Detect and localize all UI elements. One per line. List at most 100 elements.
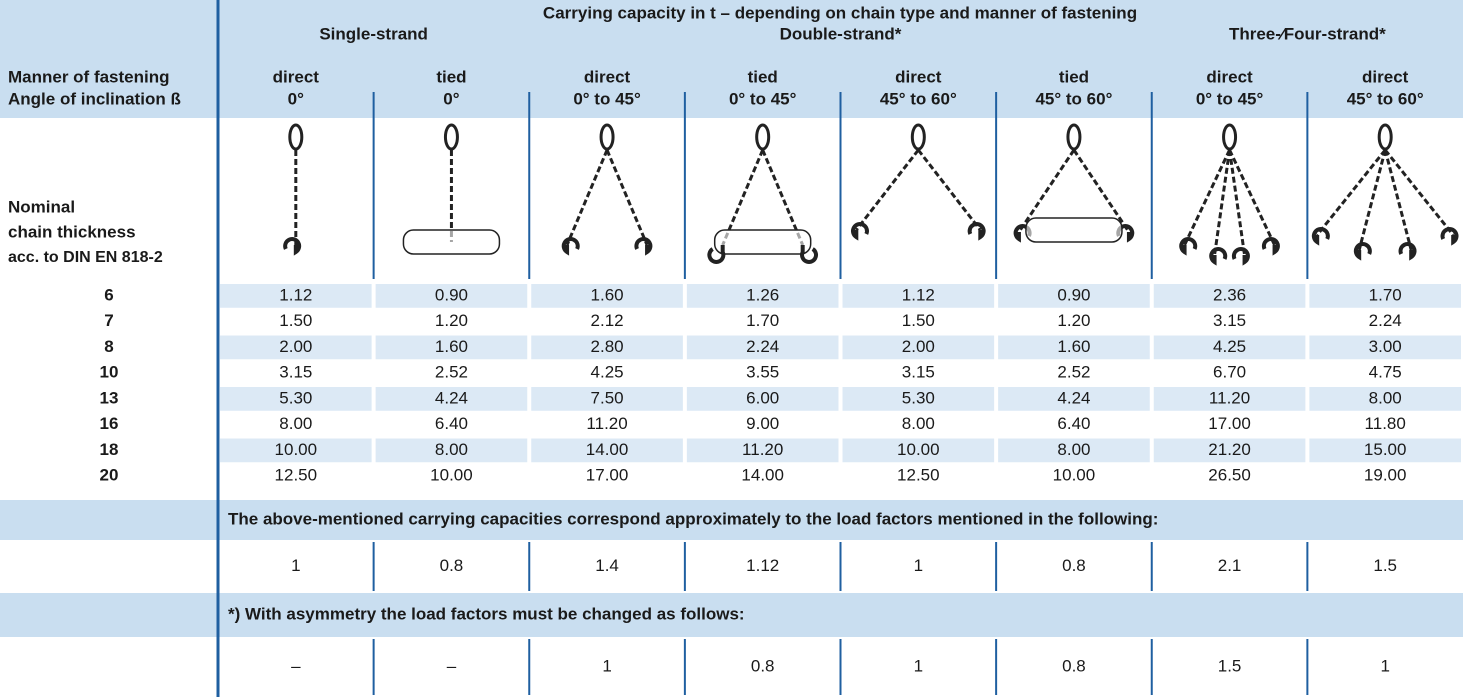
column-type: direct	[273, 67, 320, 86]
cell-value: 14.00	[741, 466, 784, 485]
cell-value: 11.20	[742, 440, 783, 459]
thickness-label: acc. to DIN EN 818-2	[8, 249, 163, 266]
load-bar	[1026, 218, 1122, 242]
column-type: tied	[436, 67, 466, 86]
hook	[1264, 239, 1278, 252]
cell-value: 3.15	[279, 363, 312, 382]
cell-value: 4.25	[1213, 337, 1246, 356]
load-factor: 1	[291, 556, 300, 575]
row-size: 10	[100, 363, 119, 382]
chain-link	[757, 125, 769, 149]
thickness-label: Nominal	[8, 197, 75, 216]
hook	[1181, 239, 1195, 252]
cell-value: 10.00	[275, 440, 318, 459]
chain-link	[445, 125, 457, 149]
chain-leg	[918, 150, 980, 230]
cell-value: 6.70	[1213, 363, 1246, 382]
cell-value: 0.90	[435, 285, 468, 304]
hook	[285, 239, 299, 252]
hook	[564, 239, 578, 252]
cell-value: 2.80	[591, 337, 624, 356]
cell-value: 9.00	[746, 414, 779, 433]
cell-value: 6.00	[746, 388, 779, 407]
cell-value: 11.80	[1365, 414, 1406, 433]
hook	[1234, 249, 1248, 262]
cell-value: 4.24	[1057, 388, 1090, 407]
cell-value: 1.70	[1369, 285, 1402, 304]
hook	[636, 239, 650, 252]
column-type: tied	[748, 67, 778, 86]
cell-value: 10.00	[1053, 466, 1096, 485]
cell-value: 0.90	[1057, 285, 1090, 304]
row-label: Angle of inclination ß	[8, 89, 181, 108]
load-bar	[715, 230, 811, 254]
column-type: tied	[1059, 67, 1089, 86]
cell-value: 1.20	[1057, 311, 1090, 330]
chain-link	[1379, 125, 1391, 149]
hook	[853, 224, 867, 237]
cell-value: 2.24	[746, 337, 779, 356]
column-angle: 0° to 45°	[573, 89, 641, 108]
row-size: 20	[100, 466, 119, 485]
row-label: Manner of fastening	[8, 67, 170, 86]
cell-value: 1.60	[591, 285, 624, 304]
column-angle: 45° to 60°	[1035, 89, 1112, 108]
cell-value: 1.70	[746, 311, 779, 330]
cell-value: 2.00	[279, 337, 312, 356]
cell-value: 1.12	[902, 285, 935, 304]
row-size: 7	[104, 311, 113, 330]
chain-leg	[856, 150, 918, 230]
chain-leg	[567, 150, 607, 245]
load-factor: –	[447, 656, 457, 675]
cell-value: 10.00	[897, 440, 940, 459]
load-factor: 2.1	[1218, 556, 1242, 575]
group-heading: Single-strand	[319, 24, 428, 43]
cell-value: 21.20	[1208, 440, 1251, 459]
cell-value: 1.26	[746, 285, 779, 304]
row-size: 6	[104, 285, 113, 304]
chain-leg	[607, 150, 647, 245]
cell-value: 2.24	[1369, 311, 1402, 330]
cell-value: 5.30	[279, 388, 312, 407]
load-factor: 1	[914, 556, 923, 575]
note-text: *) With asymmetry the load factors must …	[228, 604, 745, 623]
cell-value: 3.00	[1369, 337, 1402, 356]
cell-value: 6.40	[1057, 414, 1090, 433]
cell-value: 8.00	[1057, 440, 1090, 459]
cell-value: 8.00	[1369, 388, 1402, 407]
cell-value: 2.00	[902, 337, 935, 356]
cell-value: 2.12	[591, 311, 624, 330]
group-heading: Three-⁄Four-strand*	[1229, 24, 1386, 43]
cell-value: 1.50	[279, 311, 312, 330]
load-factor: 0.8	[1062, 556, 1086, 575]
load-bar	[403, 230, 499, 254]
cell-value: 15.00	[1364, 440, 1407, 459]
row-size: 8	[104, 337, 113, 356]
column-angle: 45° to 60°	[1347, 89, 1424, 108]
cell-value: 5.30	[902, 388, 935, 407]
cell-value: 17.00	[1208, 414, 1251, 433]
cell-value: 1.50	[902, 311, 935, 330]
capacity-table: Carrying capacity in t – depending on ch…	[0, 0, 1463, 697]
column-type: direct	[895, 67, 942, 86]
cell-value: 1.12	[279, 285, 312, 304]
cell-value: 7.50	[591, 388, 624, 407]
cell-value: 1.20	[435, 311, 468, 330]
column-type: direct	[584, 67, 631, 86]
load-factor: –	[291, 656, 301, 675]
chain-leg	[1215, 150, 1230, 255]
cell-value: 2.36	[1213, 285, 1246, 304]
chain-leg	[1385, 150, 1453, 235]
hook	[1443, 229, 1457, 242]
load-factor: 1.5	[1218, 656, 1242, 675]
cell-value: 6.40	[435, 414, 468, 433]
cell-value: 1.60	[1057, 337, 1090, 356]
cell-value: 3.15	[902, 363, 935, 382]
load-factor: 0.8	[751, 656, 775, 675]
load-factor: 0.8	[440, 556, 464, 575]
load-factor: 1.5	[1373, 556, 1397, 575]
column-angle: 45° to 60°	[880, 89, 957, 108]
column-type: direct	[1362, 67, 1409, 86]
cell-value: 19.00	[1364, 466, 1407, 485]
cell-value: 14.00	[586, 440, 629, 459]
